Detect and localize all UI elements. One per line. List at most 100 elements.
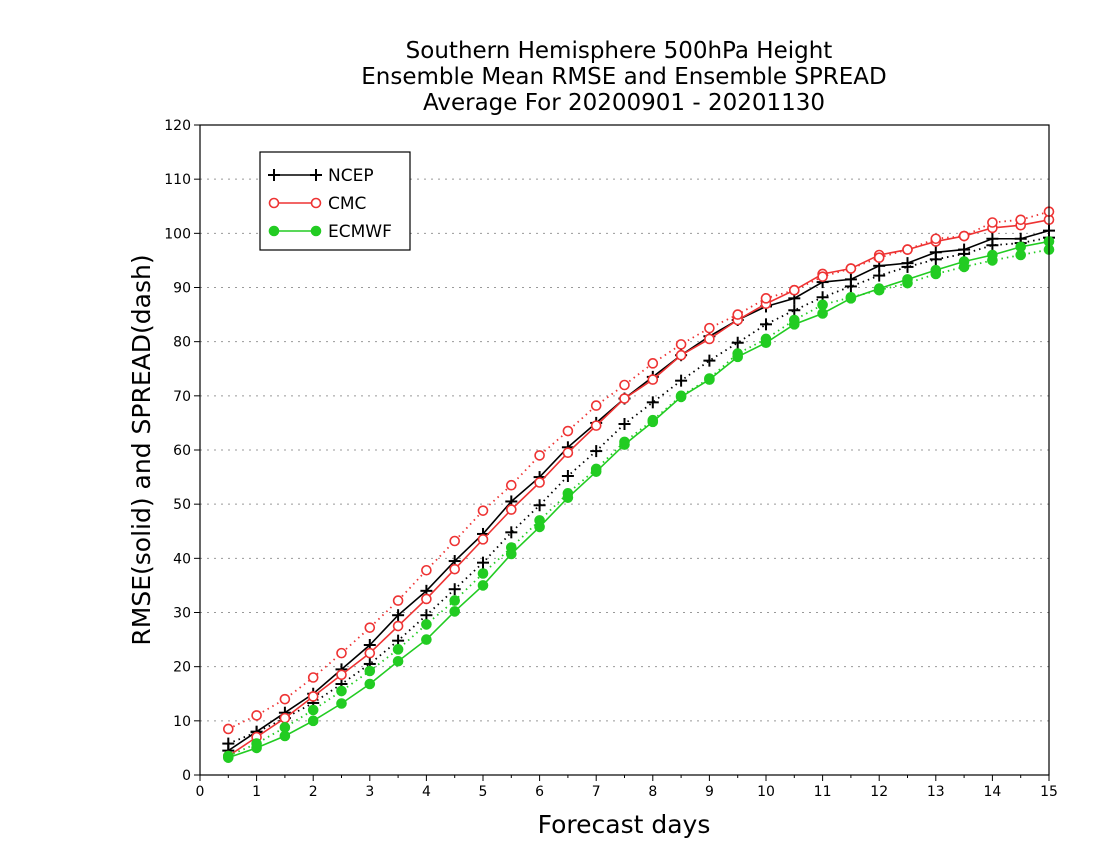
data-point-ecmwf-spread (873, 284, 885, 296)
series-ecmwf-rmse (223, 236, 1055, 763)
x-tick-label: 3 (365, 784, 374, 800)
data-point-cmc-spread (760, 293, 772, 304)
data-point-ecmwf-spread (336, 685, 347, 697)
data-point-cmc-rmse (675, 349, 687, 361)
data-point-cmc-spread (930, 233, 942, 245)
data-point-cmc-spread (279, 693, 291, 705)
series-line-ecmwf-rmse (228, 240, 1050, 759)
data-point-ncep-spread (618, 418, 631, 430)
legend-label: NCEP (328, 166, 374, 186)
data-point-ncep-spread (844, 280, 857, 293)
y-tick-label: 60 (173, 443, 191, 459)
x-tick-label: 4 (422, 784, 431, 800)
data-point-ecmwf-spread (279, 722, 291, 733)
data-point-cmc-spread (477, 505, 489, 516)
x-tick-label: 9 (705, 784, 714, 800)
legend-item-ecmwf: ECMWF (268, 222, 392, 242)
chart-title-line-3: Average For 20200901 - 20201130 (423, 90, 825, 116)
legend-marker (310, 169, 322, 181)
x-tick-label: 11 (814, 784, 832, 800)
data-point-ecmwf-rmse (279, 730, 291, 742)
x-tick-label: 5 (479, 784, 488, 800)
data-point-ecmwf-spread (364, 665, 376, 677)
legend-marker (310, 197, 322, 209)
data-point-ncep-spread (646, 396, 659, 409)
x-axis-ticks: 0 1 2 3 4 5 6 7 8 9 10 11 12 13 14 15 (196, 775, 1058, 800)
x-tick-label: 1 (252, 784, 261, 800)
x-axis-title: Forecast days (538, 810, 711, 839)
data-point-cmc-spread (505, 479, 517, 491)
data-point-ecmwf-spread (675, 390, 687, 402)
y-axis-ticks: 0 10 20 30 40 50 60 70 80 90 100 110 120 (164, 118, 200, 784)
data-point-cmc-rmse (619, 393, 630, 404)
legend-box (259, 151, 411, 251)
data-point-cmc-spread (251, 710, 262, 721)
data-point-ecmwf-spread (987, 255, 998, 266)
data-point-ecmwf-spread (590, 463, 602, 475)
x-tick-label: 12 (870, 784, 888, 800)
data-point-cmc-spread (675, 339, 687, 350)
data-point-ncep-spread (986, 239, 999, 252)
data-point-cmc-spread (788, 284, 800, 296)
x-tick-label: 10 (757, 784, 775, 800)
legend-marker (268, 225, 280, 237)
data-point-ecmwf-spread (392, 644, 404, 655)
series-ncep-rmse (222, 224, 1055, 757)
data-point-ecmwf-spread (449, 595, 461, 606)
legend-marker (268, 197, 280, 209)
y-tick-label: 110 (164, 172, 191, 188)
data-point-cmc-rmse (449, 563, 461, 575)
data-point-ncep-spread (760, 318, 772, 331)
data-point-ncep-spread (533, 499, 546, 512)
data-point-ecmwf-rmse (307, 715, 319, 727)
data-point-ecmwf-spread (732, 348, 744, 359)
data-point-ncep-spread (873, 269, 886, 282)
data-point-cmc-rmse (477, 534, 489, 545)
data-point-cmc-spread (449, 535, 461, 547)
x-tick-label: 8 (648, 784, 657, 800)
data-point-ecmwf-spread (902, 277, 913, 289)
y-tick-label: 20 (173, 660, 191, 676)
data-point-ncep-spread (222, 737, 235, 750)
data-point-cmc-spread (619, 379, 630, 391)
series-line-cmc-rmse (227, 219, 1050, 757)
y-tick-label: 50 (173, 497, 191, 513)
legend-item-cmc: CMC (268, 194, 366, 214)
chart-title-line-1: Southern Hemisphere 500hPa Height (406, 38, 833, 64)
data-point-ecmwf-spread (477, 568, 489, 579)
data-point-ncep-spread (675, 374, 688, 387)
x-tick-label: 2 (309, 784, 318, 800)
chart-title-line-2: Ensemble Mean RMSE and Ensemble SPREAD (361, 64, 886, 90)
data-point-ecmwf-spread (534, 515, 545, 526)
series-line-ncep-rmse (227, 229, 1050, 752)
x-tick-label: 13 (927, 784, 945, 800)
data-point-ncep-spread (448, 583, 461, 596)
data-point-cmc-spread (732, 309, 744, 320)
data-point-ecmwf-spread (930, 268, 942, 280)
data-point-ecmwf-spread (619, 436, 630, 448)
grid-lines (200, 178, 1049, 722)
data-point-cmc-rmse (590, 420, 602, 431)
data-point-ecmwf-rmse (392, 655, 404, 667)
data-point-cmc-spread (562, 425, 574, 437)
x-tick-label: 0 (196, 784, 205, 800)
data-point-cmc-rmse (421, 593, 432, 605)
data-point-cmc-rmse (704, 333, 715, 345)
y-tick-label: 70 (173, 389, 191, 405)
data-point-cmc-spread (590, 400, 602, 411)
data-point-cmc-rmse (562, 447, 574, 459)
data-point-cmc-rmse (505, 504, 517, 515)
data-point-ecmwf-spread (562, 488, 574, 499)
data-point-ecmwf-rmse (421, 634, 432, 645)
data-point-cmc-spread (845, 263, 857, 274)
y-tick-label: 0 (182, 768, 191, 784)
data-point-ecmwf-rmse (336, 698, 347, 709)
data-point-ecmwf-spread (817, 299, 828, 311)
series-cmc-rmse (223, 214, 1055, 762)
data-point-ecmwf-spread (307, 704, 319, 716)
series-line-ecmwf-spread (227, 248, 1050, 757)
data-point-ncep-rmse (392, 609, 405, 622)
series-group (222, 206, 1055, 763)
data-point-cmc-spread (817, 271, 828, 282)
